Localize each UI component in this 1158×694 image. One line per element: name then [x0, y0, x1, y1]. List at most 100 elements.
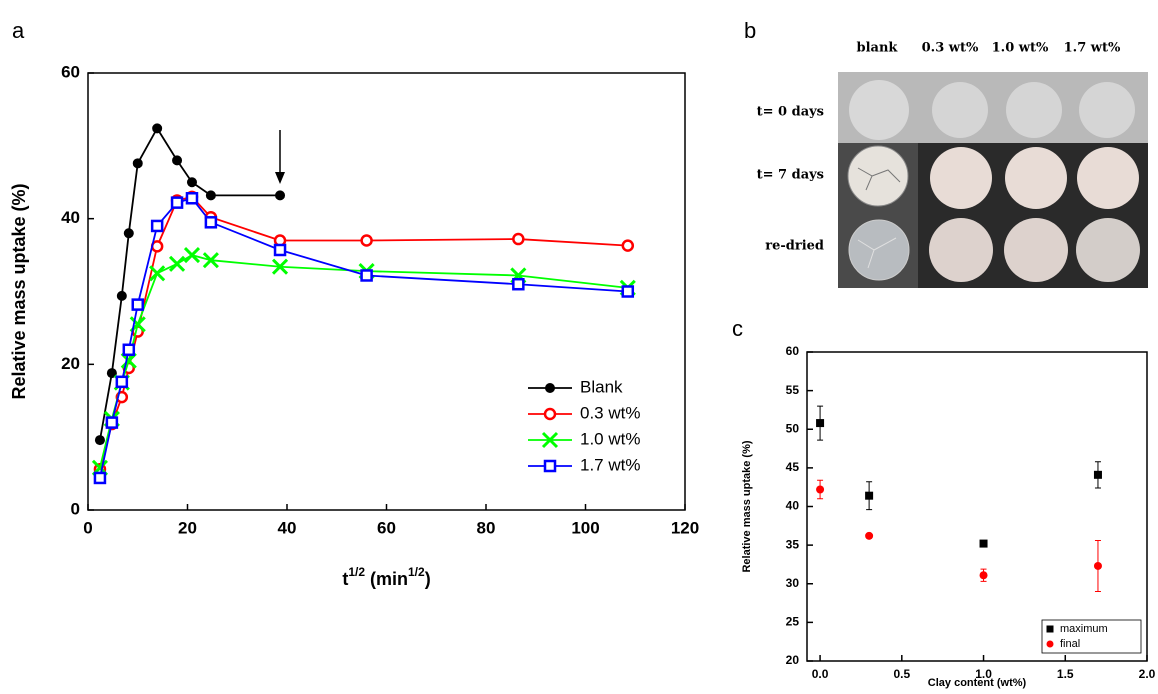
marker: [271, 258, 289, 275]
series-line: [99, 126, 281, 441]
y-tick-label: 30: [786, 576, 800, 590]
marker: [186, 177, 197, 188]
marker: [116, 290, 127, 301]
x-axis-label-part: (min: [365, 569, 408, 589]
marker: [204, 216, 218, 229]
disk: [1076, 218, 1140, 282]
y-tick-label: 45: [786, 460, 800, 474]
marker: [865, 531, 874, 540]
legend-marker: [541, 431, 559, 449]
x-axis-label-part: t: [342, 569, 348, 589]
photo: [838, 72, 1148, 288]
x-tick-label: 1.0: [975, 667, 992, 681]
y-axis-label: Relative mass uptake (%): [9, 183, 29, 399]
legend-marker: [545, 383, 555, 393]
disk: [849, 80, 909, 140]
legend-label: Blank: [580, 377, 623, 396]
marker: [1093, 470, 1102, 479]
x-tick-label: 0: [83, 518, 92, 537]
marker: [816, 419, 825, 428]
disk: [930, 147, 992, 209]
marker: [816, 485, 825, 494]
disk: [932, 82, 988, 138]
marker: [621, 285, 635, 298]
x-tick-label: 1.5: [1057, 667, 1074, 681]
disk: [1006, 82, 1062, 138]
marker: [152, 123, 163, 134]
row-label: re-dried: [765, 239, 824, 254]
legend-label: maximum: [1060, 623, 1108, 635]
x-tick-label: 0.5: [893, 667, 910, 681]
disk: [1004, 218, 1068, 282]
disk: [848, 219, 910, 281]
disk: [1079, 82, 1135, 138]
y-tick-label: 40: [786, 499, 800, 513]
legend-label: 1.0 wt%: [580, 429, 640, 448]
legend-label: 0.3 wt%: [580, 403, 640, 422]
x-tick-label: 60: [377, 518, 396, 537]
x-axis-label-part: ): [425, 569, 431, 589]
y-tick-label: 60: [61, 62, 80, 81]
panel-label: a: [12, 18, 25, 43]
x-tick-label: 100: [571, 518, 599, 537]
marker: [132, 158, 143, 169]
marker: [621, 239, 635, 252]
crack: [857, 167, 901, 191]
marker: [150, 219, 164, 233]
arrow-head: [275, 172, 285, 184]
y-tick-label: 0: [71, 499, 80, 518]
x-axis-label-part: 1/2: [408, 565, 425, 579]
marker: [106, 368, 117, 379]
marker: [183, 247, 201, 264]
x-tick-label: 120: [671, 518, 699, 537]
marker: [105, 416, 119, 429]
crack: [857, 237, 897, 269]
marker: [512, 232, 525, 246]
marker: [360, 269, 373, 282]
marker: [205, 190, 216, 201]
legend-label: final: [1060, 638, 1080, 650]
marker: [170, 196, 184, 209]
marker: [865, 491, 874, 500]
marker: [115, 375, 129, 389]
column-label: 1.7 wt%: [1064, 41, 1121, 56]
marker: [979, 539, 988, 548]
panel-label: c: [732, 316, 743, 341]
x-tick-label: 0.0: [812, 667, 829, 681]
legend-marker: [1046, 625, 1054, 633]
y-tick-label: 40: [61, 208, 80, 227]
marker: [360, 234, 373, 247]
legend-marker: [1046, 640, 1054, 648]
marker: [512, 277, 525, 291]
legend-marker: [543, 459, 557, 473]
marker: [1093, 561, 1102, 570]
column-label: blank: [857, 41, 899, 56]
x-axis-label-part: 1/2: [348, 565, 365, 579]
y-axis-label: Relative mass uptake (%): [741, 440, 753, 572]
marker: [202, 252, 219, 269]
column-label: 1.0 wt%: [992, 41, 1049, 56]
marker: [275, 190, 286, 201]
y-tick-label: 60: [786, 344, 800, 358]
marker: [93, 471, 107, 485]
marker: [122, 343, 136, 357]
y-tick-label: 50: [786, 421, 800, 435]
x-axis-label: t1/2 (min1/2): [342, 565, 430, 589]
x-tick-label: 2.0: [1139, 667, 1156, 681]
marker: [94, 435, 105, 446]
x-tick-label: 40: [278, 518, 297, 537]
marker: [149, 265, 166, 282]
marker: [979, 571, 988, 580]
marker: [273, 243, 287, 257]
column-label: 0.3 wt%: [922, 41, 979, 56]
marker: [168, 255, 186, 272]
row-label: t= 7 days: [757, 168, 824, 183]
legend-label: 1.7 wt%: [580, 455, 640, 474]
y-tick-label: 25: [786, 615, 800, 629]
legend-box: [1041, 619, 1142, 654]
x-tick-label: 80: [477, 518, 496, 537]
panel-label: b: [744, 18, 756, 43]
plot-frame: [806, 351, 1148, 662]
y-tick-label: 20: [786, 653, 800, 667]
